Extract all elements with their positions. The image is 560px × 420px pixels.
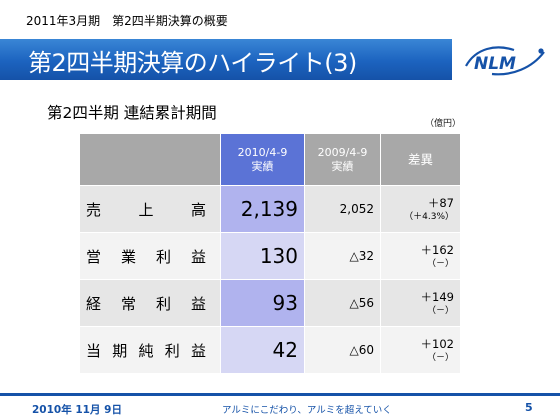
header-current-period: 2010/4-9 実績 [220, 134, 304, 186]
section-subtitle: 第2四半期 連結累計期間 [47, 104, 217, 122]
table-row: 当期純利益 42 △60 ＋102 （－） [80, 327, 460, 374]
results-table: 2010/4-9 実績 2009/4-9 実績 差異 売 上 高 2,139 2,052… [80, 134, 460, 375]
difference-value: ＋102 （－） [380, 327, 460, 374]
row-label-char: 業 [120, 247, 136, 266]
row-label-char: 経 [86, 294, 102, 313]
slide-caption: 2011年3月期 第2四半期決算の概要 [26, 14, 228, 28]
previous-value: △60 [304, 327, 380, 374]
row-label: 売上高 [80, 186, 220, 233]
row-label-char: 利 [155, 294, 171, 313]
difference-percent: （＋4.3%） [404, 211, 454, 222]
row-label: 営業利益 [80, 233, 220, 280]
current-value: 130 [220, 233, 304, 280]
difference-percent: （－） [426, 258, 454, 269]
row-label-char: 益 [190, 341, 206, 360]
row-label-char: 益 [190, 247, 206, 266]
difference-amount: ＋162 [420, 242, 454, 257]
footer-divider [0, 393, 560, 396]
row-label-char: 上 [138, 200, 154, 219]
table-row: 経常利益 93 △56 ＋149 （－） [80, 280, 460, 327]
header-previous-period: 2009/4-9 実績 [304, 134, 380, 186]
title-bar: 第2四半期決算のハイライト(3) [0, 39, 452, 80]
company-logo: NLM [465, 46, 545, 76]
row-label-char: 利 [164, 341, 180, 360]
row-label-char: 利 [155, 247, 171, 266]
previous-value: △56 [304, 280, 380, 327]
difference-amount: ＋102 [420, 336, 454, 351]
row-label-char: 売 [86, 200, 102, 219]
previous-value: △32 [304, 233, 380, 280]
table-header-row: 2010/4-9 実績 2009/4-9 実績 差異 [80, 134, 460, 186]
current-value: 93 [220, 280, 304, 327]
difference-percent: （－） [426, 352, 454, 363]
header-difference: 差異 [380, 134, 460, 186]
footer-slogan: アルミにこだわり、アルミを超えていく [222, 405, 392, 416]
difference-value: ＋149 （－） [380, 280, 460, 327]
difference-percent: （－） [426, 305, 454, 316]
header-current-line2: 実績 [251, 159, 274, 173]
row-label-char: 常 [120, 294, 136, 313]
table-body: 売上高 2,139 2,052 ＋87 （＋4.3%）営業利益 130 △32 ＋162 （－）… [80, 186, 460, 374]
difference-amount: ＋87 [427, 195, 454, 210]
row-label-char: 営 [86, 247, 102, 266]
previous-value: 2,052 [304, 186, 380, 233]
table-row: 営業利益 130 △32 ＋162 （－） [80, 233, 460, 280]
row-label-char: 期 [112, 341, 128, 360]
header-empty-cell [80, 134, 220, 186]
page-number: 5 [525, 401, 533, 414]
footer-date: 2010年 11月 9日 [32, 404, 122, 416]
logo-text: NLM [474, 54, 516, 74]
row-label-char: 益 [190, 294, 206, 313]
slide-title: 第2四半期決算のハイライト(3) [28, 49, 357, 77]
row-label-char: 純 [138, 341, 154, 360]
row-label: 当期純利益 [80, 327, 220, 374]
header-current-line1: 2010/4-9 [237, 145, 288, 159]
difference-amount: ＋149 [420, 289, 454, 304]
header-previous-line2: 実績 [331, 159, 354, 173]
row-label: 経常利益 [80, 280, 220, 327]
difference-value: ＋162 （－） [380, 233, 460, 280]
row-label-char: 当 [86, 341, 102, 360]
unit-note: （億円） [425, 119, 462, 129]
row-label-char: 高 [190, 200, 206, 219]
current-value: 2,139 [220, 186, 304, 233]
current-value: 42 [220, 327, 304, 374]
header-previous-line1: 2009/4-9 [317, 145, 368, 159]
table-row: 売上高 2,139 2,052 ＋87 （＋4.3%） [80, 186, 460, 233]
difference-value: ＋87 （＋4.3%） [380, 186, 460, 233]
